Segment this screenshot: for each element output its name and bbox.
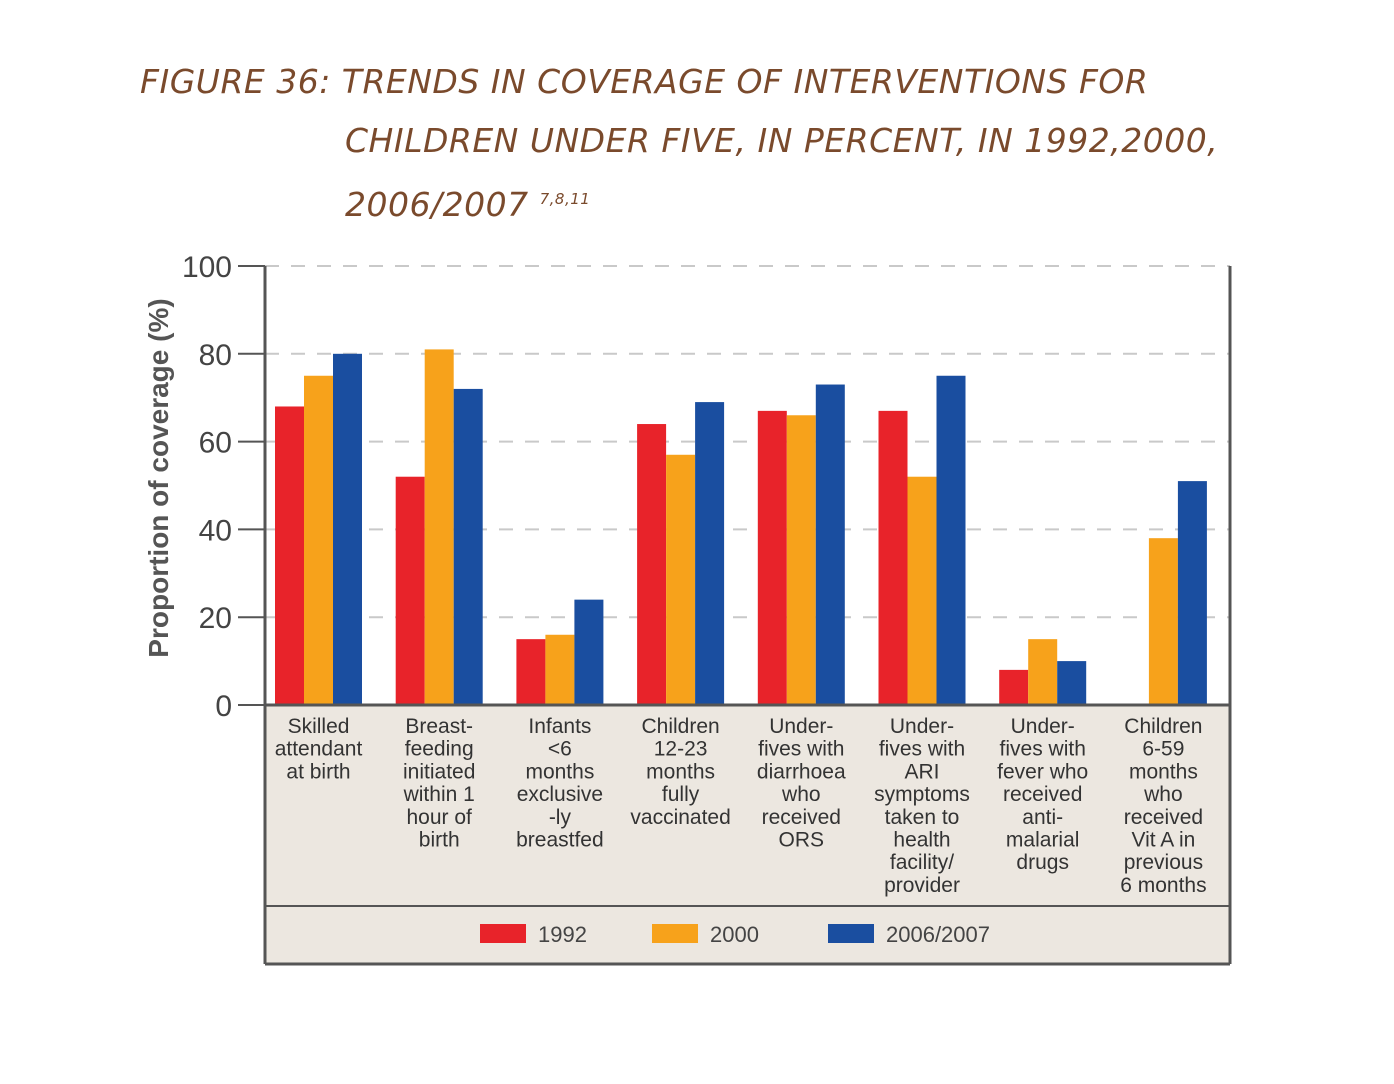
legend-panel [265,907,1230,964]
category-label-panel [265,705,1230,905]
y-tick-label: 40 [199,514,232,547]
bar-2000-2 [424,349,454,705]
legend-swatch [480,924,526,943]
bar-2000-8 [1148,538,1178,705]
plot-frame [263,266,1232,966]
bar-1992-1 [275,406,304,705]
bar-2006-2007-2 [453,388,483,705]
y-tick-label: 100 [182,251,232,284]
bar-1992-7 [999,669,1029,705]
x-category-label: Children 12-23 months fully vaccinated [630,715,730,829]
bar-2000-3 [545,634,575,705]
legend-swatch [828,924,874,943]
legend: 1992 2000 2006/2007 [480,922,990,947]
category-labels: Skilled attendant at birth Breast-feeding in… [275,715,1207,897]
bar-1992-3 [516,639,546,705]
legend-swatch [652,924,698,943]
y-tick-label: 80 [199,339,232,372]
title-line-1: FIGURE 36: TRENDS IN COVERAGE OF INTERVE… [140,62,1149,101]
y-axis: 0 20 40 60 80 100 [182,251,265,723]
title-line-2: CHILDREN UNDER FIVE, IN PERCENT, IN 1992… [345,121,1219,160]
bar-2006-2007-5 [815,384,845,705]
x-category-label: Under-fives with ARI symptoms taken to healt… [874,715,970,897]
x-category-label: Infants <6 months exclusive -ly breastfed [516,715,604,852]
bars [275,349,1207,705]
y-tick-label: 20 [199,602,232,635]
legend-label: 2006/2007 [886,922,990,947]
y-tick-label: 0 [215,690,232,723]
x-category-label: Skilled attendant at birth [275,715,363,783]
bar-1992-2 [395,476,425,705]
bar-1992-4 [637,424,667,705]
bar-2000-7 [1028,639,1058,705]
x-category-label: Under-fives with fever who received anti-ma… [997,715,1088,874]
title-line-3-text: 2006/2007 [345,185,529,224]
x-category-label: Children 6-59 months who received Vit A in pre… [1120,715,1206,897]
bar-2006-2007-4 [695,402,725,705]
legend-label: 2000 [710,922,759,947]
y-axis-label: Proportion of coverage (%) [143,298,174,657]
figure-title: FIGURE 36: TRENDS IN COVERAGE OF INTERVE… [140,52,1290,234]
legend-label: 1992 [538,922,587,947]
bar-2006-2007-1 [333,353,362,705]
y-tick-label: 60 [199,427,232,460]
title-line-3: 2006/2007 7,8,11 [140,170,1290,234]
bar-1992-6 [878,410,908,705]
bar-2006-2007-8 [1177,481,1207,705]
bar-2000-6 [907,476,937,705]
title-references: 7,8,11 [539,190,591,208]
bar-2006-2007-3 [574,599,604,705]
x-category-label: Under-fives with diarrhoea who received ORS [757,715,846,852]
bar-2000-5 [786,415,816,705]
bar-2006-2007-7 [1057,661,1087,705]
bar-2000-4 [666,454,696,705]
bar-2006-2007-6 [936,375,966,705]
bar-2000-1 [304,375,333,705]
bar-1992-5 [757,410,787,705]
x-category-label: Breast-feeding initiated within 1 hour of bi… [403,715,476,852]
